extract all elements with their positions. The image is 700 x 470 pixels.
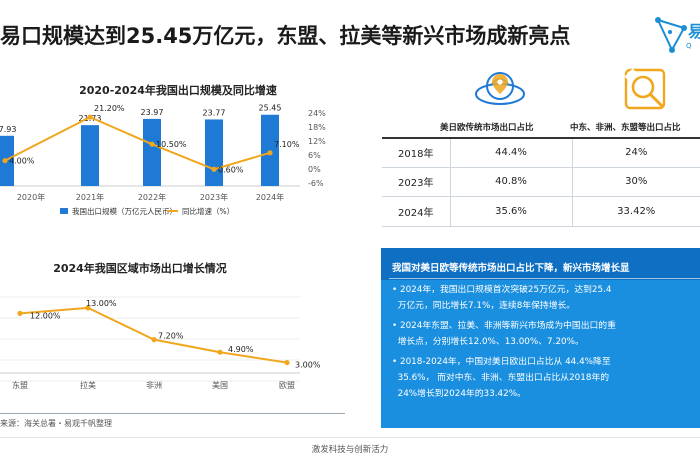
table-row: 2023年 40.8% 30%	[382, 166, 700, 197]
y2-tick-label: 0%	[308, 165, 321, 174]
row-value-emerging: 33.42%	[571, 195, 700, 227]
x-tick-label: 2023年	[200, 192, 228, 202]
x-tick-label: 东盟	[12, 380, 28, 390]
bullet-line: • 2024年，我国出口规模首次突破25万亿元，达到25.4	[392, 285, 612, 295]
summary-panel: 我国对美日欧等传统市场出口占比下降，新兴市场增长显 • 2024年，我国出口规模…	[381, 248, 700, 428]
row-value-traditional: 35.6%	[449, 195, 573, 227]
source-note: 来源：海关总署・易观千帆整理	[0, 419, 112, 428]
logo-icon	[655, 17, 687, 53]
growth-value-label: 7.10%	[274, 140, 300, 149]
y2-tick-label: 12%	[308, 137, 326, 146]
bullet-line: 万亿元，同比增长7.1%，连续8年保持增长。	[392, 301, 576, 311]
source-divider	[0, 413, 345, 414]
bar	[81, 125, 99, 186]
x-tick-label: 2022年	[138, 192, 166, 202]
growth-value-label: 0.60%	[218, 165, 244, 174]
share-table: 2018年 44.4% 24% 2023年 40.8% 30% 2024年 35…	[382, 137, 700, 227]
row-year: 2018年	[382, 137, 451, 168]
search-target-icon	[624, 68, 666, 110]
globe-pin-icon	[475, 72, 525, 105]
slide-title: 易口规模达到25.45万亿元，东盟、拉美等新兴市场成新亮点	[0, 24, 571, 48]
region-point	[217, 349, 223, 355]
row-value-emerging: 30%	[571, 166, 700, 197]
bar-value-label: 17.93	[0, 125, 16, 134]
y2-tick-label: -6%	[308, 179, 324, 188]
growth-line	[4, 115, 271, 171]
growth-point	[2, 158, 8, 164]
export-scale-chart: 2020-2024年我国出口规模及同比增速 17.9321.7323.9723.…	[0, 83, 326, 216]
region-point	[284, 359, 290, 366]
region-point	[17, 310, 23, 316]
region-point	[151, 337, 157, 343]
y2-tick-label: 24%	[308, 109, 326, 118]
chart1-title: 2020-2024年我国出口规模及同比增速	[79, 83, 277, 97]
row-year: 2024年	[382, 195, 451, 227]
growth-point	[149, 141, 155, 147]
table-row: 2024年 35.6% 33.42%	[382, 195, 700, 227]
footer-text: 激发科技与创新活力	[311, 445, 389, 455]
col1-heading: 美日欧传统市场出口占比	[440, 123, 534, 133]
region-value-label: 3.00%	[295, 361, 321, 370]
region-value-label: 7.20%	[158, 332, 184, 341]
growth-point	[267, 150, 273, 156]
table-row: 2018年 44.4% 24%	[382, 137, 700, 168]
region-point	[85, 305, 91, 311]
x-tick-label: 2024年	[256, 192, 284, 202]
x-tick-label: 2021年	[76, 192, 104, 202]
row-value-traditional: 40.8%	[449, 166, 573, 197]
region-value-label: 12.00%	[30, 311, 61, 320]
logo-sub: Q	[686, 42, 692, 50]
region-value-label: 4.90%	[228, 345, 254, 354]
growth-value-label: 21.20%	[94, 104, 125, 113]
growth-value-label: 10.50%	[156, 140, 187, 149]
region-value-label: 13.00%	[86, 299, 117, 308]
row-value-emerging: 24%	[571, 137, 700, 168]
legend-bar-swatch	[60, 208, 68, 214]
bullet-line: • 2018-2024年，中国对美日欧出口占比从 44.4%降至	[392, 357, 611, 367]
logo-text: 易	[688, 22, 700, 41]
summary-panel-divider	[389, 278, 700, 279]
bullet-line: 35.6%， 而对中东、非洲、东盟出口占比从2018年的	[392, 373, 610, 383]
region-growth-chart: 2024年我国区域市场出口增长情况 12.00% 13.00% 7.20% 4.90%…	[0, 261, 321, 390]
summary-panel-title: 我国对美日欧等传统市场出口占比下降，新兴市场增长显	[392, 263, 630, 274]
bar-value-label: 25.45	[259, 104, 282, 113]
x-tick-label: 拉美	[80, 380, 96, 390]
bar	[143, 118, 161, 186]
x-tick-label: 2020年	[17, 192, 45, 202]
x-tick-label: 非洲	[146, 380, 162, 390]
bullet-line: 增长点，分别增长12.0%、13.00%、7.20%。	[392, 337, 584, 347]
legend-bar-label: 我国出口规模（万亿元人民币）	[72, 206, 177, 216]
x-tick-label: 美国	[212, 380, 228, 390]
chart2-title: 2024年我国区域市场出口增长情况	[53, 261, 227, 275]
bullet-line: • 2024年东盟、拉美、非洲等新兴市场成为中国出口的重	[392, 321, 616, 331]
growth-point	[87, 114, 93, 120]
growth-point	[211, 166, 217, 172]
y2-tick-label: 6%	[308, 151, 321, 160]
bar	[205, 119, 223, 186]
row-value-traditional: 44.4%	[449, 137, 573, 168]
bar-value-label: 23.97	[141, 108, 164, 117]
footer-divider	[0, 437, 700, 438]
bullet-line: 24%增长到2024年的33.42%。	[392, 389, 526, 399]
legend-line-label: 同比增速（%）	[182, 206, 234, 216]
x-tick-label: 欧盟	[279, 380, 295, 390]
bar-value-label: 23.77	[203, 108, 226, 117]
growth-value-label: 4.00%	[9, 157, 35, 166]
y2-tick-label: 18%	[308, 123, 326, 132]
row-year: 2023年	[382, 166, 451, 197]
summary-panel-header	[381, 248, 700, 280]
col2-heading: 中东、非洲、东盟等出口占比	[570, 123, 681, 133]
